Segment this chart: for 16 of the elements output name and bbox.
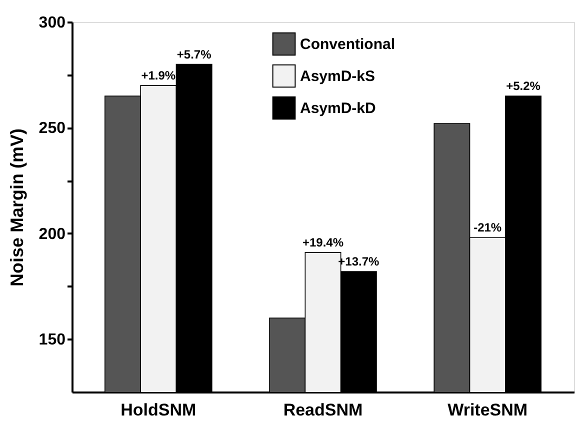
legend-label: Conventional [300,36,396,53]
x-tick-label: WriteSNM [448,400,528,420]
annotation: +5.2% [506,79,541,93]
y-tick-label: 300 [38,14,66,32]
annotation: +1.9% [141,68,176,82]
legend-label: AsymD-kS [300,68,376,85]
x-tick-label: ReadSNM [283,400,363,420]
legend-label: AsymD-kD [300,100,376,117]
y-axis-title: Noise Margin (mV) [6,128,27,287]
annotation: -21% [474,220,502,235]
annotation: +5.7% [176,47,212,62]
y-tick-label: 200 [38,226,66,243]
x-tick-label: HoldSNM [120,400,196,420]
annotation: +19.4% [302,235,344,250]
y-tick-label: 150 [38,332,66,349]
y-tick-label: 250 [38,120,66,138]
